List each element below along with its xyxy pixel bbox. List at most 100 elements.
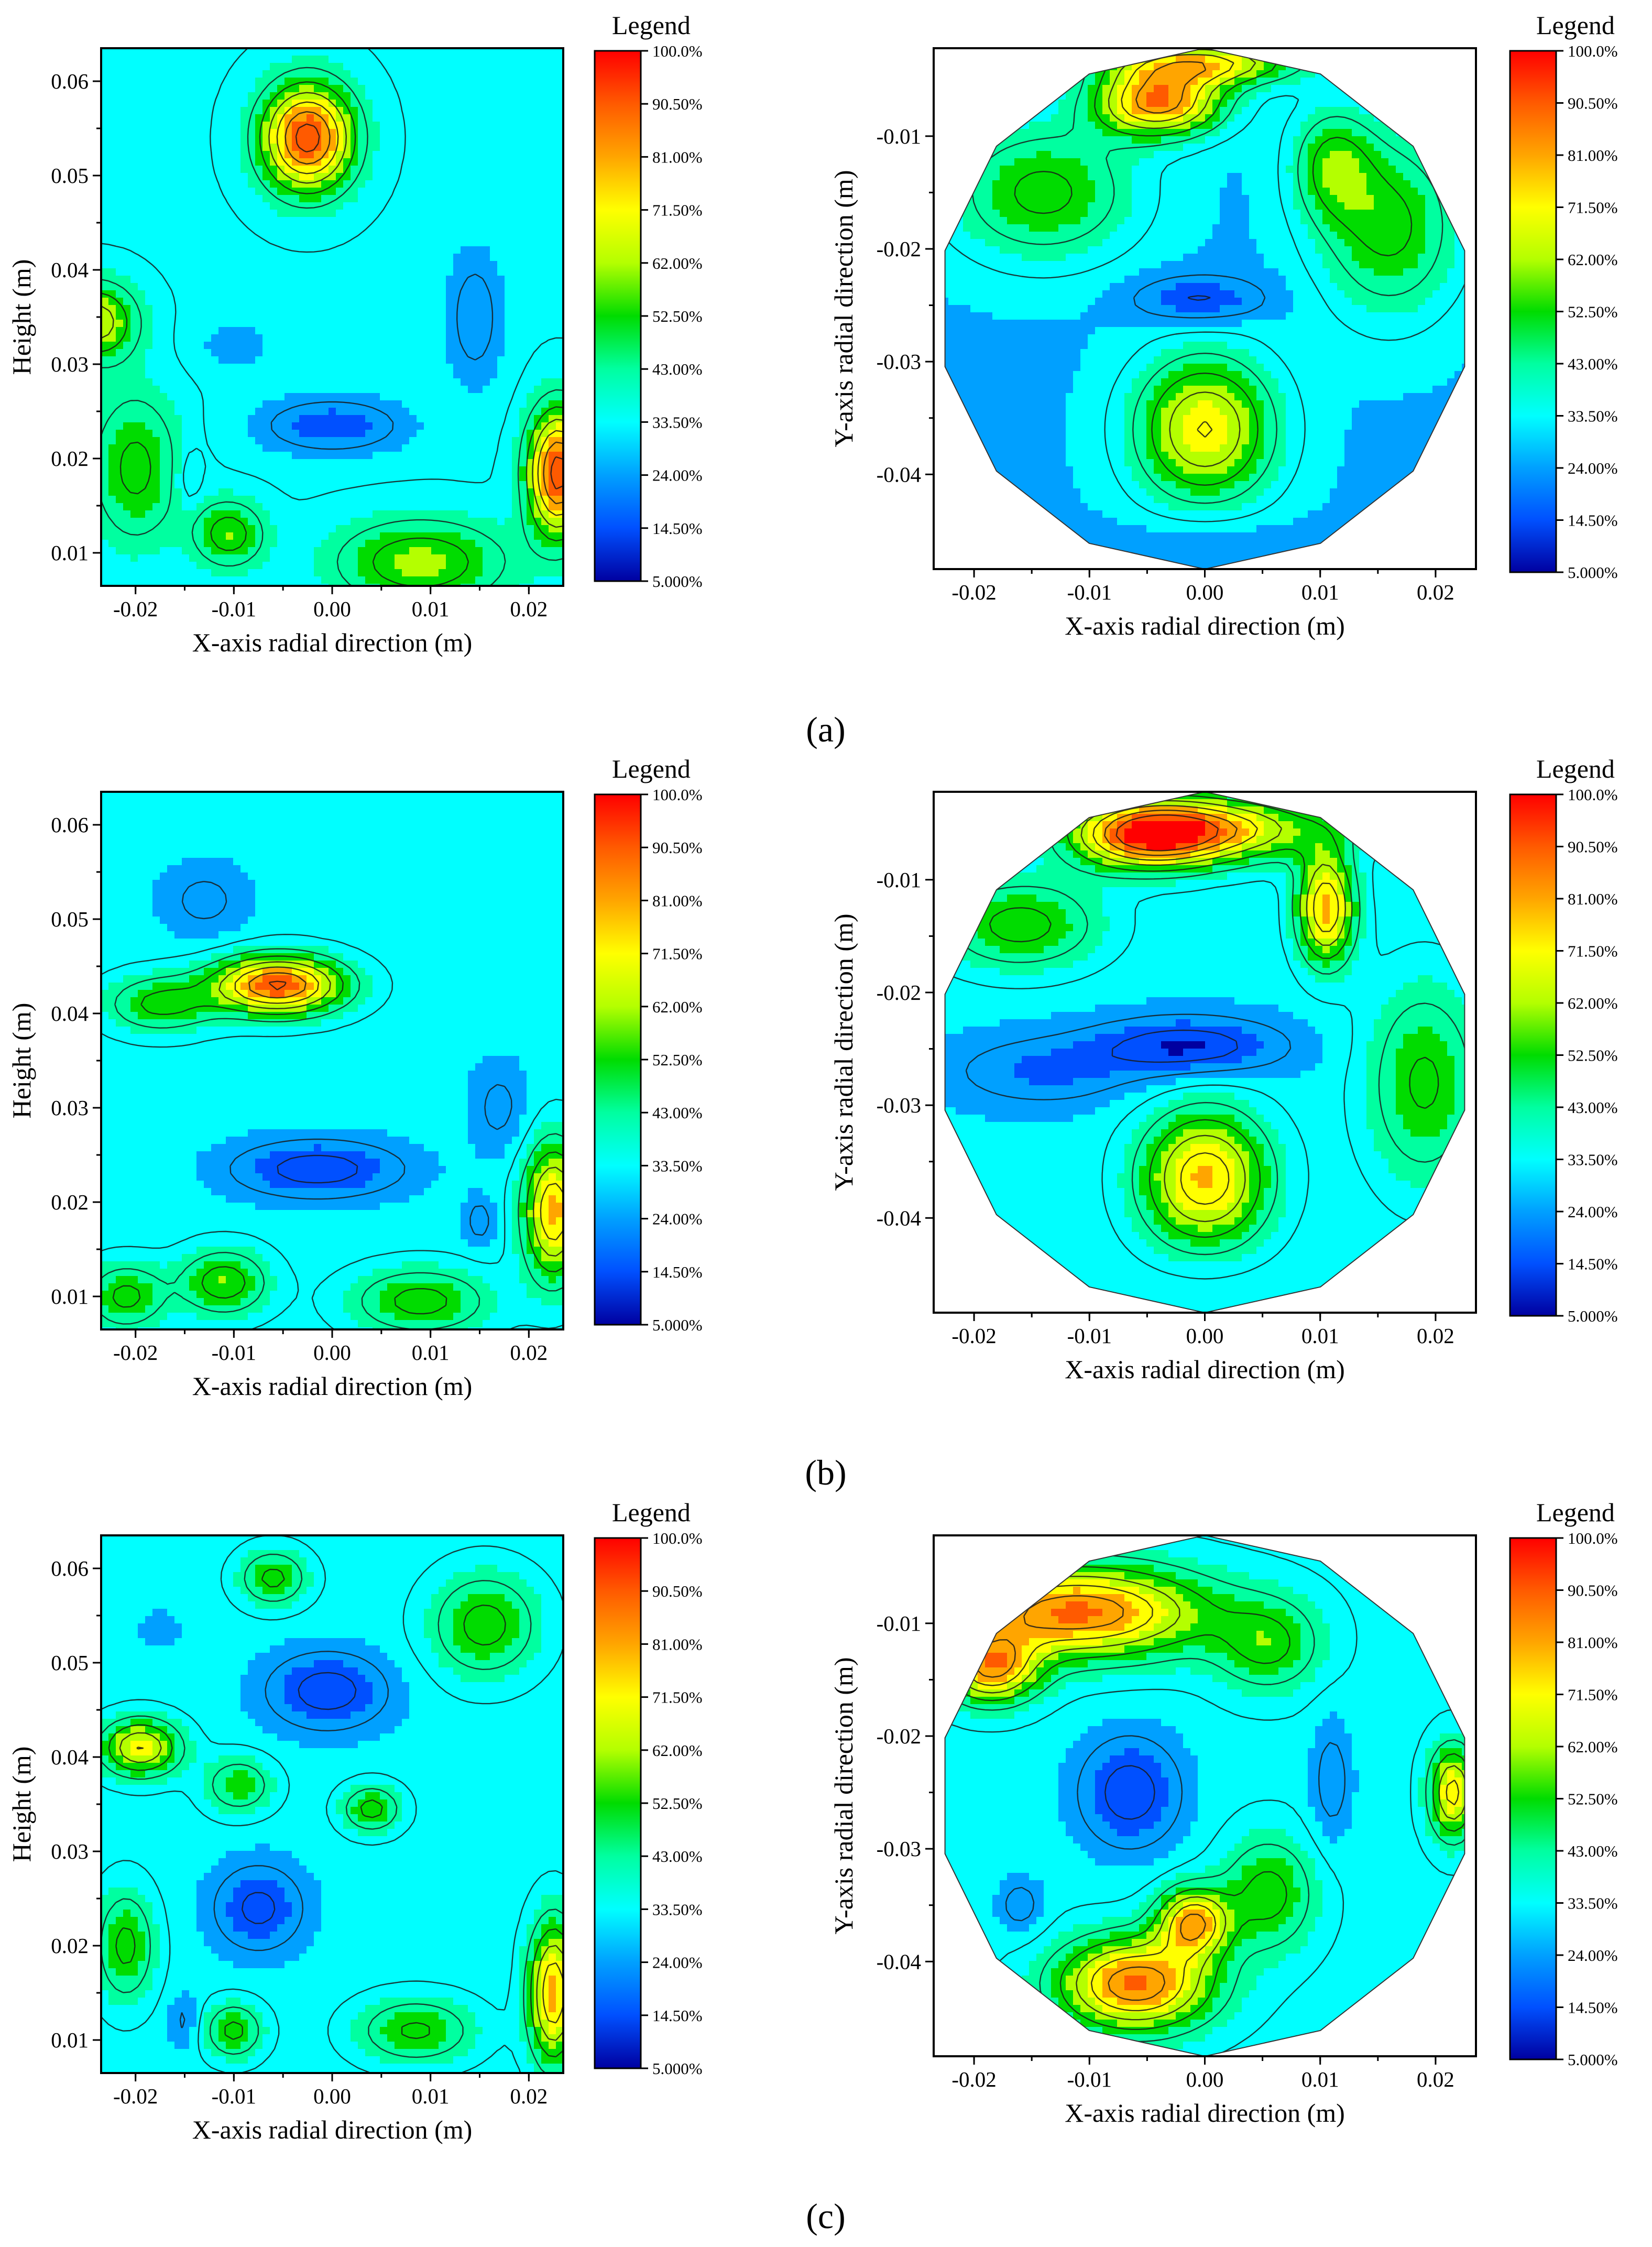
legend-label: 62.00% [652, 1741, 703, 1760]
legend-label: 14.50% [652, 2006, 703, 2025]
legend-label: 81.00% [1568, 1633, 1618, 1652]
legend-label: 5.000% [652, 1316, 703, 1334]
legend-label: 33.50% [652, 1157, 703, 1175]
x-tick-label: -0.02 [951, 1324, 996, 1348]
y-tick-label: 0.02 [51, 1190, 89, 1214]
contour-lines-b-left [101, 881, 563, 1329]
legend-label: 14.50% [652, 1263, 703, 1281]
legend-label: 14.50% [1568, 1255, 1618, 1273]
x-tick-label: 0.00 [1186, 2067, 1224, 2091]
legend-label: 90.50% [652, 95, 703, 113]
y-tick-label: 0.06 [51, 69, 89, 93]
legend-colorbar [1509, 50, 1557, 573]
x-tick-label: 0.02 [1417, 2067, 1454, 2091]
y-tick-label: 0.05 [51, 907, 89, 931]
y-tick-label: -0.03 [877, 1093, 921, 1117]
x-tick-label: 0.01 [412, 1340, 450, 1365]
contour-field-c-left [101, 1535, 563, 2073]
panel-label-c: (c) [806, 2196, 845, 2236]
legend-label: 71.50% [652, 201, 703, 220]
legend-label: 81.00% [652, 148, 703, 166]
chart-a-left: -0.02 -0.01 0.00 0.01 0.02 0.01 0.02 0.03 0.04 0.… [7, 10, 703, 657]
legend-label: 71.50% [1568, 1686, 1618, 1704]
y-tick-label: 0.04 [51, 258, 89, 282]
legend-label: 24.00% [1568, 459, 1618, 477]
y-tick-label: 0.04 [51, 1001, 89, 1026]
y-tick-label: 0.05 [51, 1651, 89, 1675]
legend-label: 90.50% [1568, 94, 1618, 113]
x-tick-label: 0.01 [1301, 1324, 1339, 1348]
x-axis-label: X-axis radial direction (m) [1065, 611, 1345, 640]
legend-title: Legend [1536, 754, 1615, 783]
legend-label: 52.50% [1568, 303, 1618, 321]
legend-label: 90.50% [652, 1582, 703, 1600]
legend-label: 5.000% [1568, 2050, 1618, 2069]
legend-title: Legend [1536, 1498, 1615, 1527]
legend-label: 71.50% [1568, 942, 1618, 961]
panel-label-b: (b) [805, 1453, 846, 1492]
legend-label: 43.00% [652, 1847, 703, 1866]
legend-label: 5.000% [652, 572, 703, 591]
legend-label: 100.0% [652, 1529, 703, 1547]
y-tick-label: 0.02 [51, 1934, 89, 1958]
legend-colorbar [594, 793, 642, 1326]
y-tick-label: 0.04 [51, 1745, 89, 1769]
legend-label: 33.50% [1568, 1151, 1618, 1169]
legend-label: 52.50% [1568, 1790, 1618, 1808]
legend-colorbar [594, 50, 642, 582]
y-tick-label: -0.04 [877, 462, 921, 486]
legend-label: 5.000% [652, 2059, 703, 2078]
panel-label-a: (a) [806, 710, 845, 749]
legend-label: 33.50% [1568, 1894, 1618, 1913]
x-tick-label: 0.01 [1301, 580, 1339, 604]
legend-label: 81.00% [652, 1635, 703, 1653]
chart-a-right: -0.02 -0.01 0.00 0.01 0.02 -0.01 -0.02 -0.03 -0.… [829, 10, 1618, 640]
contour-field-a-right [945, 48, 1465, 569]
legend-label: 71.50% [652, 945, 703, 963]
legend-label: 100.0% [652, 786, 703, 804]
legend-label: 100.0% [1568, 42, 1618, 60]
legend-label: 14.50% [1568, 511, 1618, 530]
x-axis-label: X-axis radial direction (m) [1065, 1355, 1345, 1384]
y-tick-label: -0.03 [877, 1837, 921, 1861]
legend-label: 81.00% [1568, 146, 1618, 165]
x-tick-label: 0.01 [1301, 2067, 1339, 2091]
legend-label: 90.50% [652, 838, 703, 857]
contour-field-b-left [101, 792, 563, 1329]
legend-label: 81.00% [1568, 890, 1618, 908]
contour-lines-c-right [945, 1535, 1465, 2056]
contour-field-c-right [945, 1535, 1465, 2056]
x-axis-label: X-axis radial direction (m) [192, 628, 473, 657]
legend-label: 24.00% [1568, 1203, 1618, 1221]
x-axis-label: X-axis radial direction (m) [192, 2115, 473, 2144]
legend-label: 43.00% [1568, 355, 1618, 373]
x-tick-label: -0.02 [951, 2067, 996, 2091]
y-tick-label: -0.02 [877, 1724, 921, 1748]
x-tick-label: 0.02 [510, 2084, 548, 2108]
contour-lines-a-right [945, 48, 1465, 522]
legend-label: 43.00% [1568, 1842, 1618, 1860]
legend-title: Legend [612, 754, 691, 783]
x-tick-label: 0.00 [1186, 580, 1224, 604]
y-axis-label: Height (m) [7, 1003, 36, 1119]
contour-lines-c-left [101, 1535, 563, 2073]
x-tick-label: 0.00 [313, 597, 351, 621]
legend: Legend 100.0% 90.50% 81.00% 71.50% 62.00% 52.5… [1509, 10, 1618, 582]
x-tick-label: 0.01 [412, 597, 450, 621]
chart-b-right: -0.02 -0.01 0.00 0.01 0.02 -0.01 -0.02 -0.03 -0.… [829, 754, 1618, 1384]
y-tick-label: 0.03 [51, 1839, 89, 1863]
x-tick-label: 0.00 [313, 1340, 351, 1365]
y-axis-label: Height (m) [7, 259, 36, 375]
panels: -0.02 -0.01 0.00 0.01 0.02 0.01 0.02 0.03 0.04 0.… [7, 10, 1618, 2144]
x-tick-label: 0.01 [412, 2084, 450, 2108]
legend-label: 33.50% [652, 1900, 703, 1918]
legend-label: 90.50% [1568, 1581, 1618, 1600]
y-tick-label: -0.03 [877, 350, 921, 374]
legend-label: 24.00% [652, 1954, 703, 1972]
x-tick-label: -0.01 [212, 1340, 256, 1365]
legend-colorbar [594, 1537, 642, 2069]
legend-label: 43.00% [652, 1104, 703, 1122]
legend-label: 100.0% [1568, 786, 1618, 804]
legend-colorbar [1509, 793, 1557, 1317]
y-tick-label: 0.03 [51, 1096, 89, 1120]
